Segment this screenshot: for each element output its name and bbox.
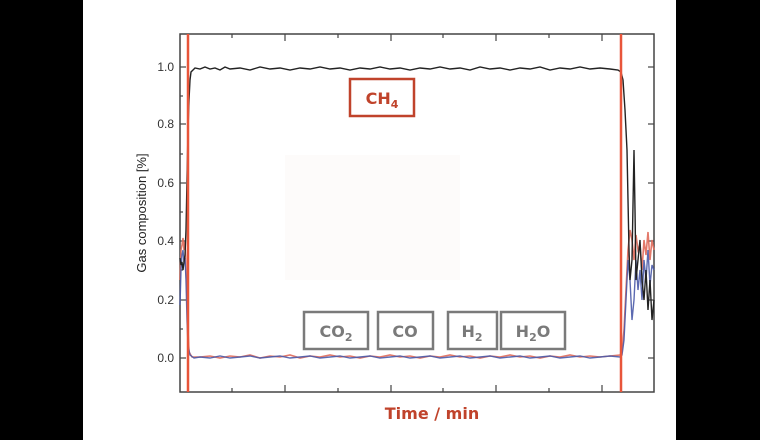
ytick-3: 0.6 <box>157 176 174 190</box>
background-patch <box>285 155 460 280</box>
ytick-5: 1.0 <box>157 60 174 74</box>
line-chart: 0.0 0.2 0.4 0.6 0.8 1.0 Gas composition … <box>134 33 655 423</box>
svg-text:H2: H2 <box>461 322 482 344</box>
h2-label-main: H <box>461 322 474 341</box>
ch4-label-main: CH <box>366 89 391 108</box>
h2o-label-box: H2O <box>499 310 567 351</box>
ytick-2: 0.4 <box>157 234 174 248</box>
y-tick-labels: 0.0 0.2 0.4 0.6 0.8 1.0 <box>157 60 174 365</box>
ytick-1: 0.2 <box>157 293 174 307</box>
h2-label-sub: 2 <box>475 331 483 344</box>
co2-label-main: CO <box>320 322 345 341</box>
svg-text:CO2: CO2 <box>320 322 353 344</box>
h2o-label-sub: 2 <box>529 331 537 344</box>
series-ch4 <box>179 66 655 321</box>
svg-text:CH4: CH4 <box>366 89 399 111</box>
co2-label-sub: 2 <box>345 331 353 344</box>
svg-text:H2O: H2O <box>516 322 551 344</box>
ch4-label-sub: 4 <box>391 98 399 111</box>
ch4-label-box: CH4 <box>348 77 416 118</box>
co-label: CO <box>392 322 417 341</box>
y-axis-label: Gas composition [%] <box>134 153 149 272</box>
y-axis-ticks <box>180 66 654 359</box>
ytick-4: 0.8 <box>157 117 174 131</box>
chart-canvas: 0.0 0.2 0.4 0.6 0.8 1.0 Gas composition … <box>83 0 676 440</box>
h2o-label-tail: O <box>537 322 551 341</box>
h2o-label-main: H <box>516 322 529 341</box>
co2-label-box: CO2 <box>302 310 370 351</box>
series-red <box>179 229 655 359</box>
series-blue <box>179 249 655 359</box>
x-axis-ticks <box>231 34 603 392</box>
h2-label-box: H2 <box>446 310 499 351</box>
co-label-box: CO <box>376 310 435 351</box>
x-axis-label: Time / min <box>385 404 479 423</box>
ytick-0: 0.0 <box>157 351 174 365</box>
plot-frame <box>179 33 655 393</box>
